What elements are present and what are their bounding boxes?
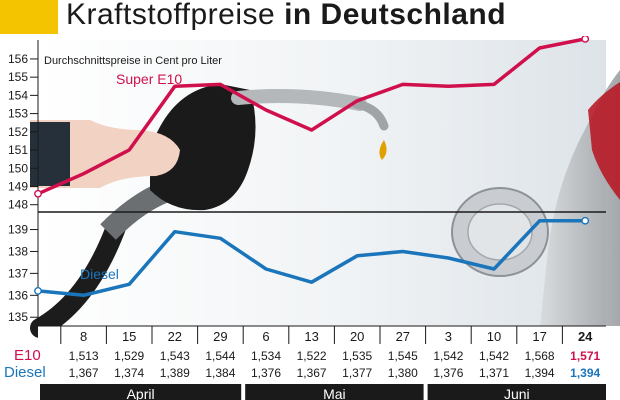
diesel-series (34, 216, 590, 298)
x-tick-label: 10 (487, 329, 501, 344)
series-label-e10: Super E10 (116, 71, 182, 87)
diesel-table-value: 1,371 (479, 366, 509, 380)
diesel-table-value: 1,377 (342, 366, 372, 380)
car-taillight (588, 82, 620, 200)
e10-table-value: 1,545 (388, 349, 418, 363)
diesel-table-value: 1,380 (388, 366, 418, 380)
x-tick-label: 6 (262, 329, 269, 344)
x-tick-label: 20 (350, 329, 364, 344)
table-label-diesel: Diesel (4, 364, 46, 381)
table-background (38, 326, 606, 388)
x-tick-label: 3 (445, 329, 452, 344)
e10-tick-label: 151 (8, 143, 28, 157)
table-grid (60, 326, 563, 344)
title-bold: in Deutschland (284, 0, 507, 31)
diesel-tick-label: 139 (8, 223, 28, 237)
month-bars: April Mai Juni (40, 384, 606, 400)
x-tick-label: 27 (396, 329, 410, 344)
diesel-tick-label: 138 (8, 244, 28, 258)
diesel-y-ticks: 135 136 137 138 139 (8, 223, 38, 324)
diesel-table-value: 1,367 (69, 366, 99, 380)
diesel-table-value: 1,389 (160, 366, 190, 380)
e10-table-value: 1,543 (160, 349, 190, 363)
diesel-table-value: 1,376 (433, 366, 463, 380)
e10-tick-label: 152 (8, 125, 28, 139)
diesel-point (581, 216, 590, 225)
page-title: Kraftstoffpreise in Deutschland (66, 0, 506, 32)
x-tick-label: 29 (213, 329, 227, 344)
e10-tick-label: 148 (8, 198, 28, 212)
e10-table-value: 1,544 (205, 349, 235, 363)
month-bar (245, 384, 424, 400)
e10-series (34, 36, 590, 198)
diesel-table-value: 1,384 (205, 366, 235, 380)
month-label: Juni (504, 386, 530, 400)
series-label-diesel: Diesel (80, 266, 119, 282)
chart-subtitle: Durchschnittspreise in Cent pro Liter (44, 55, 222, 67)
x-tick-label: 22 (168, 329, 182, 344)
e10-table-value: 1,522 (297, 349, 327, 363)
x-tick-label: 15 (122, 329, 136, 344)
e10-table-value: 1,542 (479, 349, 509, 363)
e10-tick-label: 155 (8, 70, 28, 84)
x-tick-labels: 8 15 22 29 6 13 20 27 3 10 17 24 (80, 329, 593, 344)
diesel-tick-label: 135 (8, 310, 28, 324)
fuel-price-chart: Durchschnittspreise in Cent pro Liter 14… (4, 36, 620, 400)
e10-table-value: 1,513 (69, 349, 99, 363)
e10-tick-label: 149 (8, 179, 28, 193)
x-tick-label: 24 (578, 329, 593, 344)
diesel-table-value: 1,394 (525, 366, 555, 380)
month-label: April (127, 386, 155, 400)
e10-table-value: 1,542 (433, 349, 463, 363)
diesel-tick-label: 136 (8, 288, 28, 302)
e10-point (34, 189, 42, 198)
e10-table-value: 1,568 (525, 349, 555, 363)
e10-point (581, 36, 590, 43)
diesel-point (34, 287, 42, 295)
e10-table-value: 1,534 (251, 349, 281, 363)
month-label: Mai (323, 386, 346, 400)
diesel-table-values: 1,367 1,374 1,389 1,384 1,376 1,367 1,377 1,380… (69, 366, 601, 380)
e10-table-value: 1,571 (570, 349, 600, 363)
x-tick-label: 8 (80, 329, 87, 344)
month-bar (427, 384, 606, 400)
x-tick-label: 17 (532, 329, 546, 344)
title-light: Kraftstoffpreise (66, 0, 276, 31)
diesel-tick-label: 137 (8, 266, 28, 280)
fuel-nozzle-illustration (30, 84, 389, 338)
accent-block (0, 0, 58, 34)
diesel-table-value: 1,376 (251, 366, 281, 380)
e10-table-value: 1,535 (342, 349, 372, 363)
e10-tick-label: 156 (8, 52, 28, 66)
e10-table-value: 1,529 (114, 349, 144, 363)
diesel-table-value: 1,374 (114, 366, 144, 380)
x-tick-label: 13 (304, 329, 318, 344)
header: Kraftstoffpreise in Deutschland (0, 0, 620, 40)
e10-table-values: 1,513 1,529 1,543 1,544 1,534 1,522 1,535 1,545… (69, 349, 601, 363)
diesel-table-value: 1,394 (570, 366, 600, 380)
e10-y-ticks: 148 149 150 151 152 153 154 155 156 (8, 52, 38, 212)
e10-tick-label: 153 (8, 107, 28, 121)
e10-tick-label: 154 (8, 88, 28, 102)
month-bar (40, 384, 242, 400)
diesel-table-value: 1,367 (297, 366, 327, 380)
e10-tick-label: 150 (8, 161, 28, 175)
table-label-e10: E10 (14, 347, 41, 364)
